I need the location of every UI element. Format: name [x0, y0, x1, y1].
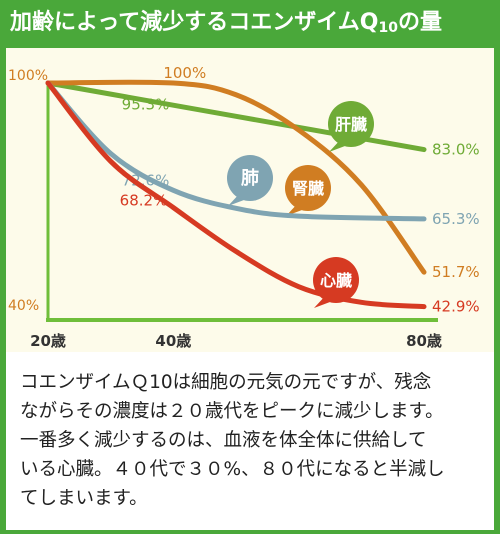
- data-label-liver: 95.3%: [122, 95, 170, 113]
- data-label-kidney: 51.7%: [432, 263, 480, 281]
- series-line-liver: [45, 80, 427, 153]
- series-bubble-kidney: [285, 165, 331, 211]
- series-line-heart: [45, 80, 427, 310]
- y-tick-label: 40%: [8, 298, 39, 314]
- description-line: コエンザイムＱ10は細胞の元気の元ですが、残念: [20, 372, 432, 393]
- series-name-kidney: 腎臓: [292, 179, 324, 198]
- description-line: てしまいます。: [20, 488, 148, 509]
- data-label-heart: 42.9%: [432, 298, 480, 316]
- x-tick-label: 80歳: [406, 332, 442, 350]
- series-bubble-heart: [313, 257, 359, 303]
- series-bubble-lung: [227, 155, 273, 201]
- data-label-heart: 68.2%: [120, 192, 168, 210]
- data-label-liver: 83.0%: [432, 141, 480, 159]
- y-tick-label: 100%: [8, 68, 48, 84]
- line-chart: 95.3% 83.0% 肝臓 100% 51.7% 腎臓 72.6% 65.3% 肺 68.2% 4…: [8, 64, 480, 350]
- series-name-heart: 心臓: [320, 271, 352, 290]
- title-suffix: の量: [398, 10, 443, 35]
- series-name-liver: 肝臓: [335, 115, 367, 134]
- series-line-lung: [45, 80, 427, 222]
- chart-area: 95.3% 83.0% 肝臓 100% 51.7% 腎臓 72.6% 65.3% 肺 68.2% 4…: [6, 48, 494, 352]
- data-label-kidney: 100%: [163, 64, 206, 82]
- series-line-kidney: [45, 79, 427, 275]
- title-subscript: 10: [378, 20, 398, 36]
- x-tick-label: 20歳: [30, 332, 66, 350]
- description-line: いる心臓。４０代で３０%、８０代になると半減し: [20, 459, 445, 480]
- series-bubble-liver: [328, 101, 374, 147]
- x-tick-label: 40歳: [155, 332, 191, 350]
- title-main: 加齢によって減少するコエンザイムQ: [10, 10, 379, 35]
- description-text: コエンザイムＱ10は細胞の元気の元ですが、残念 ながらその濃度は２０歳代をピーク…: [6, 352, 494, 530]
- data-label-lung: 65.3%: [432, 210, 480, 228]
- description-line: 一番多く減少するのは、血液を体全体に供給して: [20, 430, 427, 451]
- data-label-lung: 72.6%: [122, 171, 170, 189]
- page-title: 加齢によって減少するコエンザイムQ10の量: [0, 0, 500, 46]
- description-line: ながらその濃度は２０歳代をピークに減少します。: [20, 401, 444, 422]
- series-name-lung: 肺: [241, 168, 259, 189]
